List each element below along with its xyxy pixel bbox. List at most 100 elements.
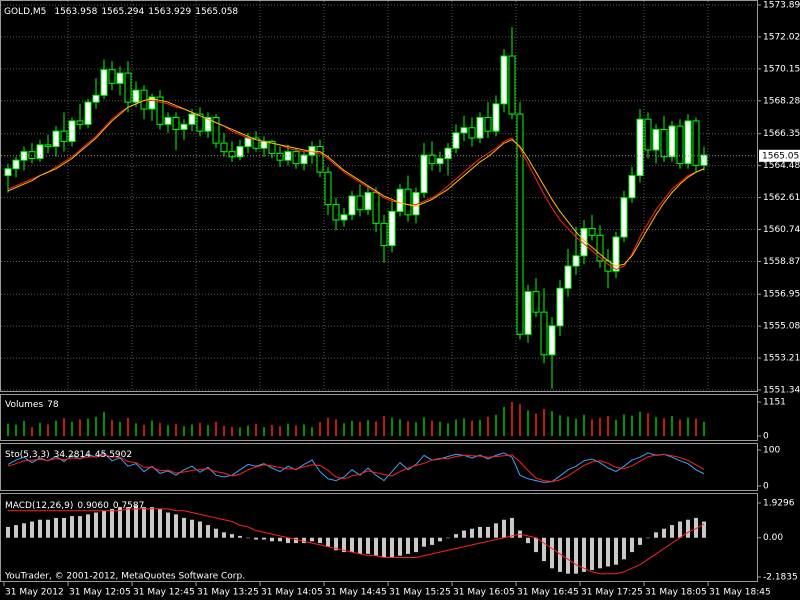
title: Sto(5,3,3) [5,450,50,460]
macd-bar [550,537,554,569]
candle-body [620,197,628,238]
macd-bar [566,537,570,574]
x-tick-label: 31 May 14:05 [261,588,323,598]
candle-body [636,118,644,177]
macd-bar [38,519,42,538]
y-tick-label: 1558.87 [763,257,800,267]
current-price-label: 1565.058 [762,151,800,161]
macd-bar [574,537,578,574]
macd-bar [454,534,458,538]
footer: YouTrader, © 2001-2012, MetaQuotes Softw… [4,572,245,582]
macd-bar [238,535,242,538]
indicator-line [7,452,705,483]
reading: 45.5902 [95,450,132,460]
marks-layer [1,27,757,575]
y-tick-label: 0 [763,482,769,492]
candle-body [652,128,660,151]
volume-pane-frame [0,394,758,441]
candle-body [644,118,652,151]
macd-bar [462,530,466,538]
indicator-line [7,99,705,271]
candle-body [684,120,692,165]
candle-body [260,140,268,149]
macd-bar [526,537,530,544]
candle-body [452,132,460,149]
open-price: 1563.958 [54,7,97,17]
macd-bar [398,537,402,556]
macd-bar [182,517,186,538]
candle-body [44,144,52,148]
x-tick-label: 31 May 2012 [5,588,64,598]
candle-body [396,188,404,212]
macd-bar [614,537,618,565]
macd-bar [118,507,122,538]
macd-bar [598,537,602,569]
y-tick-label: 1570.15 [763,64,800,74]
candle-body [244,137,252,148]
title: Volumes [5,400,43,410]
macd-bar [582,537,586,572]
candle-body [548,325,556,356]
macd-bar [302,537,306,544]
volume-title: Volumes 78 [5,400,59,410]
candle-body [20,151,28,161]
candle-body [236,146,244,158]
macd-bar [14,525,18,538]
macd-bar [494,523,498,538]
macd-bar [62,517,66,538]
macd-bar [542,537,546,562]
candle-body [164,117,172,125]
candle-body [500,55,508,105]
candle-body [436,157,444,165]
y-tick-label: 1551.34 [763,386,800,396]
macd-bar [70,516,74,538]
candle-body [228,151,236,158]
y-tick-label: 1555.08 [763,322,800,332]
macd-title: MACD(12,26,9) 0.9060 0.7587 [5,501,144,511]
candle-body [212,117,220,144]
macd-bar [630,537,634,553]
candle-body [132,89,140,103]
y-tick-label: 1573.89 [763,1,800,11]
high-price: 1565.294 [101,7,144,17]
y-tick-label: 0.00 [763,533,783,543]
candle-body [116,72,124,84]
candle-body [76,120,84,125]
candle-body [60,130,68,142]
candle-body [92,94,100,103]
macd-bar [174,514,178,538]
candle-body [100,69,108,96]
candle-body [284,151,292,161]
macd-bar [102,510,106,538]
macd-bar [558,537,562,572]
macd-bar [94,512,98,538]
candle-body [52,130,60,148]
macd-bar [190,519,194,538]
candle-body [276,152,284,161]
candle-body [484,117,492,132]
y-tick-label: 1562.61 [763,193,800,203]
macd-bar [342,537,346,553]
x-tick-label: 31 May 16:45 [517,588,579,598]
macd-bar [414,537,418,553]
macd-bar [606,537,610,567]
macd-bar [22,523,26,538]
macd-bar [110,508,114,538]
macd-bar [670,525,674,538]
candle-body [492,103,500,132]
candle-body [476,117,484,139]
macd-bar [654,532,658,538]
candle-body [388,210,396,247]
reading: 34.2814 [54,450,91,460]
candle-body [668,125,676,158]
y-tick-label: 1553.21 [763,354,800,364]
title: MACD(12,26,9) [5,501,73,511]
x-tick-label: 31 May 13:25 [197,588,259,598]
macd-bar [382,537,386,558]
candle-body [108,69,116,84]
candle-body [332,204,340,221]
candle-body [628,175,636,199]
y-tick-label: 1556.95 [763,290,800,300]
